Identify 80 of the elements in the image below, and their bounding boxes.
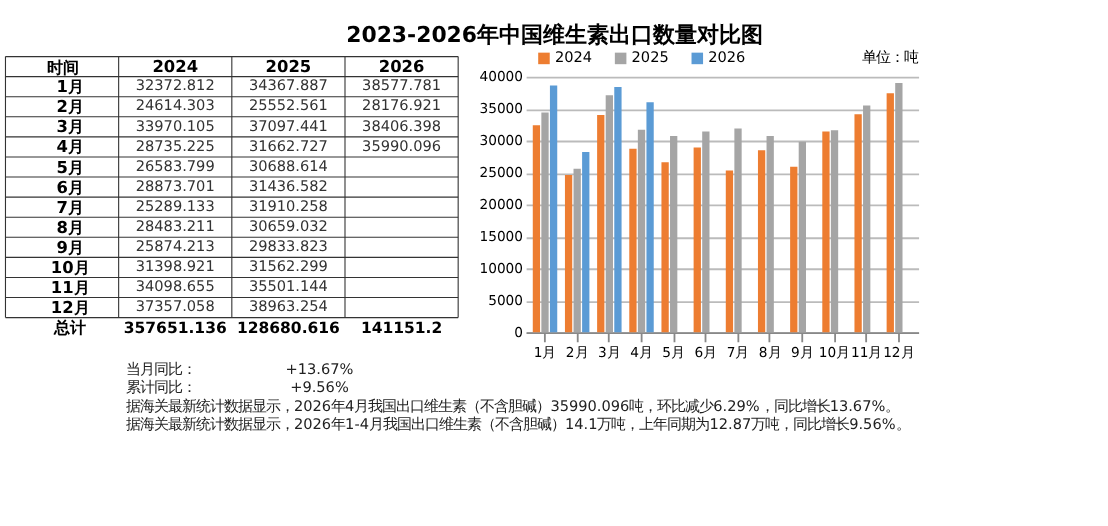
bar (693, 147, 701, 333)
y-tick-label: 9月 (56, 236, 84, 257)
bar (646, 102, 654, 333)
data-label: 31436.582 (248, 176, 328, 195)
y-tick-label: 3月 (56, 116, 84, 137)
bar (734, 128, 742, 333)
bar (541, 112, 549, 333)
bar (725, 170, 734, 333)
x-tick-label: 2026 (378, 56, 425, 77)
data-label: 28483.211 (135, 216, 215, 235)
data-label: 30659.032 (248, 216, 328, 235)
bar (605, 95, 613, 333)
data-label: 30688.614 (248, 156, 329, 175)
bar (766, 136, 774, 333)
bar (895, 83, 903, 333)
data-label: 34098.655 (135, 277, 215, 296)
data-label: 28176.921 (362, 96, 442, 115)
bar (822, 131, 830, 333)
bar (564, 175, 573, 333)
x-tick-label: 2024 (152, 56, 199, 77)
bar (702, 131, 710, 333)
data-label: 25874.213 (135, 236, 216, 255)
y-axis-title: 时间 (46, 57, 79, 78)
y-tick-label: 6月 (56, 176, 84, 197)
y-tick-label: 2月 (56, 96, 84, 117)
y-tick-label: 总计 (52, 317, 87, 338)
y-tick-label: 5月 (56, 156, 84, 177)
data-label: 29833.823 (248, 236, 329, 255)
data-label: 32372.812 (135, 76, 215, 95)
bar (549, 85, 558, 333)
text: 单位：吨 (862, 48, 919, 67)
y-tick-label: 7月 (56, 196, 84, 217)
y-tick-label: 4月 (56, 136, 84, 157)
data-label: 31662.727 (248, 136, 329, 155)
data-label: 31910.258 (248, 196, 329, 215)
data-label: 38406.398 (362, 116, 442, 135)
text: +9.56% (290, 378, 349, 397)
data-label: 37097.441 (248, 116, 328, 135)
bar (582, 152, 590, 333)
text: 累计同比： (125, 378, 196, 397)
data-label: 35501.144 (248, 277, 329, 296)
data-label: 24614.303 (135, 96, 216, 115)
bar (614, 86, 622, 333)
data-label: 28735.225 (135, 136, 215, 155)
bar (798, 141, 807, 333)
data-label: 37357.058 (135, 297, 216, 316)
bar (670, 136, 678, 333)
data-label: 38577.781 (362, 76, 442, 95)
data-label: 33970.105 (135, 116, 215, 135)
bar (637, 129, 646, 333)
chart-title: 2023-2026年中国维生素出口数量对比图 (346, 21, 764, 48)
bar (863, 105, 871, 333)
data-label: 38963.254 (248, 297, 329, 316)
data-label: 35990.096 (362, 136, 442, 155)
y-tick-label: 11月 (50, 276, 90, 297)
bar (830, 130, 839, 333)
y-tick-label: 1月 (56, 76, 84, 97)
bar (790, 166, 798, 333)
bar (573, 168, 581, 333)
y-tick-label: 12月 (50, 297, 90, 318)
data-label: 26583.799 (135, 156, 216, 175)
y-tick-label: 10月 (50, 256, 90, 277)
y-tick-label: 8月 (56, 216, 84, 237)
bar (532, 125, 541, 333)
data-label: 31562.299 (248, 257, 329, 276)
data-label: 34367.887 (248, 76, 329, 95)
text: 据海关最新统计数据显示，2026年4月我国出口维生素（不含胆碱）35990.096吨，环比减少6.29%，同比增长13.67%。据海关最新统计数据显示，2026年1-4月我国出口维生素（不含胆碱）14.1万吨，上年同期为12.87万吨，同比增长9.56%。 (125, 396, 910, 433)
data-label: 31398.921 (135, 257, 215, 276)
bar (597, 115, 605, 333)
text: 当月同比： (125, 360, 196, 379)
bar (757, 150, 766, 333)
bar (629, 148, 637, 333)
x-tick-label: 2025 (265, 56, 312, 77)
bar (661, 162, 669, 333)
data-label: 25552.561 (248, 96, 328, 115)
text: +13.67% (285, 360, 354, 379)
data-label: 28873.701 (135, 176, 215, 195)
bar (886, 93, 894, 333)
bar (854, 114, 862, 333)
data-label: 25289.133 (135, 196, 216, 215)
